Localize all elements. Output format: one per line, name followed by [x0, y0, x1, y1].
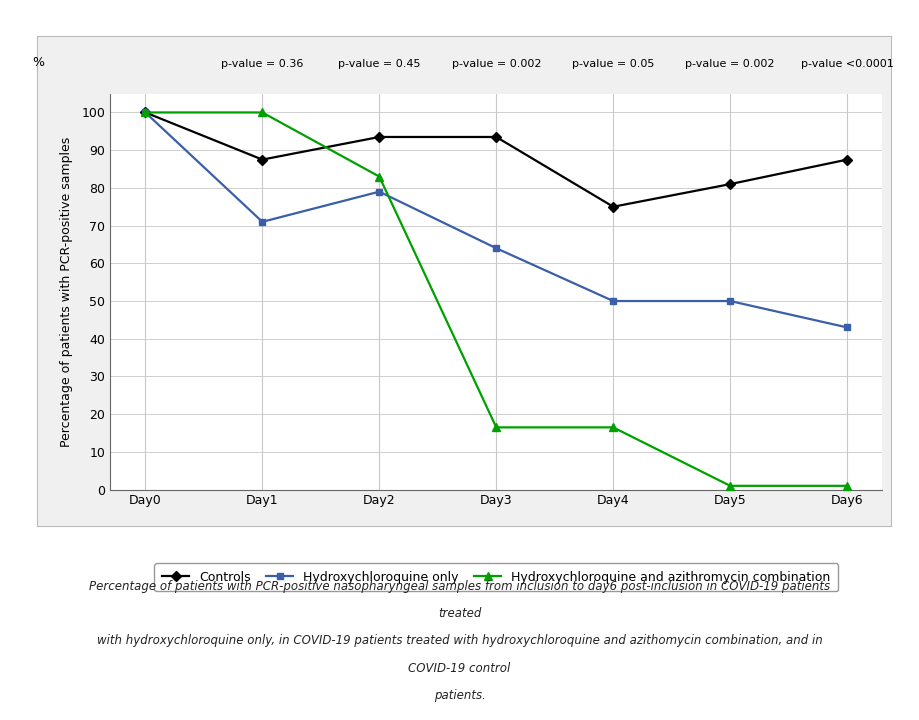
Text: p-value = 0.002: p-value = 0.002	[451, 58, 541, 68]
Text: patients.: patients.	[434, 689, 485, 702]
Legend: Controls, Hydroxychloroquine only, Hydroxychloroquine and azithromycin combinati: Controls, Hydroxychloroquine only, Hydro…	[154, 563, 838, 591]
Text: Percentage of patients with PCR-positive nasopharyngeal samples from inclusion t: Percentage of patients with PCR-positive…	[89, 580, 830, 593]
Text: COVID-19 control: COVID-19 control	[408, 662, 511, 675]
Text: p-value <0.0001: p-value <0.0001	[800, 58, 893, 68]
Text: p-value = 0.05: p-value = 0.05	[572, 58, 654, 68]
Text: %: %	[32, 55, 44, 68]
Text: treated: treated	[437, 607, 482, 620]
Text: with hydroxychloroquine only, in COVID-19 patients treated with hydroxychloroqui: with hydroxychloroquine only, in COVID-1…	[96, 634, 823, 647]
Y-axis label: Percentage of patients with PCR-positive samples: Percentage of patients with PCR-positive…	[61, 137, 74, 446]
Text: p-value = 0.45: p-value = 0.45	[338, 58, 421, 68]
Text: p-value = 0.36: p-value = 0.36	[221, 58, 303, 68]
Text: p-value = 0.002: p-value = 0.002	[686, 58, 775, 68]
